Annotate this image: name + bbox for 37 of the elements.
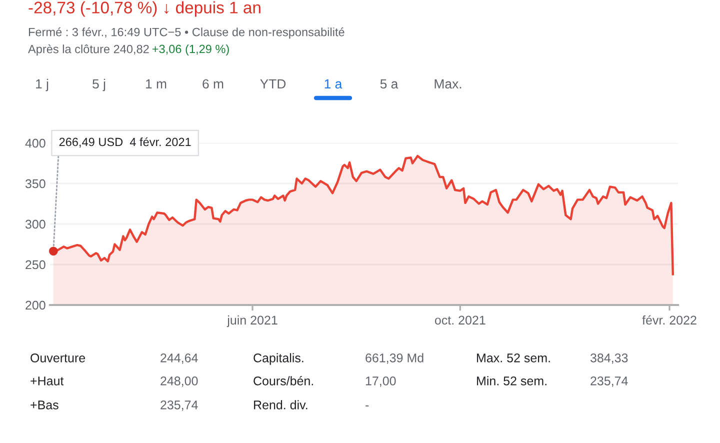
x-tick-label: oct. 2021 — [434, 316, 486, 325]
x-tick-label: févr. 2022 — [642, 315, 696, 325]
text: +Haut — [30, 376, 64, 386]
text: 1 m — [146, 79, 166, 88]
text: Cours/bén. — [254, 376, 314, 386]
y-tick-label: 200 — [26, 300, 46, 310]
text: Ouverture — [30, 354, 86, 362]
y-tick-label: 350 — [25, 179, 46, 188]
text: 384,33 — [590, 354, 628, 364]
text: +Bas — [30, 400, 58, 410]
text: 248,00 — [160, 376, 198, 387]
text: 6 m — [202, 79, 224, 89]
text: 1 j — [36, 78, 48, 92]
text: 17,00 — [366, 376, 396, 387]
text: 235,74 — [160, 400, 198, 411]
y-tick-label: 400 — [25, 138, 46, 148]
text: Max. — [434, 79, 462, 89]
text: 244,64 — [160, 354, 198, 364]
text: Capitalis. — [254, 353, 304, 365]
y-tick-label: 250 — [26, 260, 46, 270]
text: 661,39 Md — [366, 353, 424, 364]
chart-subtitle: Fermé : 3 févr., 16:49 UTC−5 • Clause de non-responsabilité — [28, 27, 344, 39]
text: YTD — [260, 79, 286, 88]
x-tick-label: juin 2021 — [226, 315, 278, 328]
annotation: 266,49 USD 4 févr. 2021 — [59, 137, 191, 148]
text: Max. 52 sem. — [477, 354, 550, 362]
text: Min. 52 sem. — [477, 376, 546, 386]
text: +3,06 (1,29 %) — [152, 44, 229, 56]
text: Après la clôture 240,82 — [28, 44, 149, 56]
y-tick-label: 300 — [25, 220, 46, 229]
text: 1 a — [324, 79, 342, 89]
text: 235,74 — [590, 376, 628, 387]
text: - — [366, 405, 369, 406]
text: 5 a — [380, 79, 398, 89]
text: Rend. div. — [254, 400, 308, 410]
chart-title: -28,73 (-10,78 %) ↓ depuis 1 an — [28, 1, 260, 17]
text: 5 j — [92, 78, 106, 92]
